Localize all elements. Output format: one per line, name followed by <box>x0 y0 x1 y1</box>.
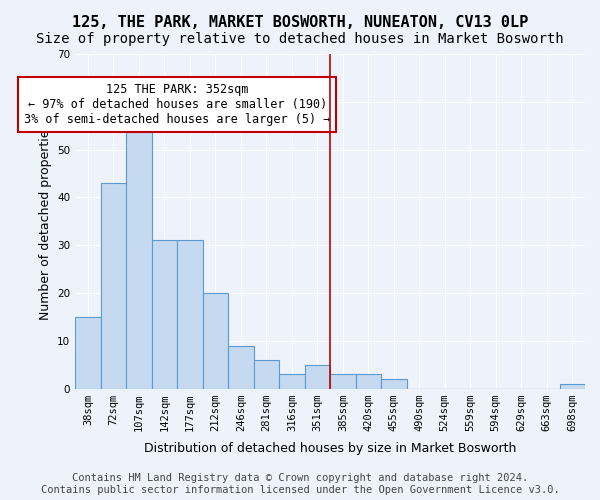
Bar <box>279 374 305 388</box>
X-axis label: Distribution of detached houses by size in Market Bosworth: Distribution of detached houses by size … <box>144 442 516 455</box>
Text: 125 THE PARK: 352sqm
← 97% of detached houses are smaller (190)
3% of semi-detac: 125 THE PARK: 352sqm ← 97% of detached h… <box>24 82 331 126</box>
Bar <box>75 317 101 388</box>
Text: Size of property relative to detached houses in Market Bosworth: Size of property relative to detached ho… <box>36 32 564 46</box>
Bar <box>177 240 203 388</box>
Bar <box>560 384 585 388</box>
Bar <box>330 374 356 388</box>
Bar <box>381 379 407 388</box>
Text: Contains HM Land Registry data © Crown copyright and database right 2024.
Contai: Contains HM Land Registry data © Crown c… <box>41 474 559 495</box>
Bar <box>305 364 330 388</box>
Bar <box>203 293 228 388</box>
Bar <box>101 183 126 388</box>
Bar <box>126 116 152 388</box>
Bar <box>356 374 381 388</box>
Bar <box>228 346 254 389</box>
Y-axis label: Number of detached properties: Number of detached properties <box>38 123 52 320</box>
Bar <box>152 240 177 388</box>
Bar <box>254 360 279 388</box>
Text: 125, THE PARK, MARKET BOSWORTH, NUNEATON, CV13 0LP: 125, THE PARK, MARKET BOSWORTH, NUNEATON… <box>72 15 528 30</box>
